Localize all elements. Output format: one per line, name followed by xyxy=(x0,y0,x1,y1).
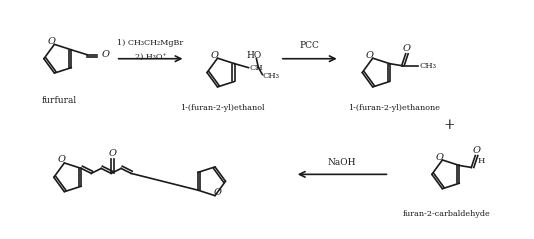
Text: O: O xyxy=(101,50,109,59)
Text: HO: HO xyxy=(247,51,262,60)
Text: furfural: furfural xyxy=(42,96,77,105)
Text: CH₃: CH₃ xyxy=(262,71,279,80)
Text: +: + xyxy=(443,118,455,132)
Text: O: O xyxy=(366,51,374,60)
Text: furan-2-carbaldehyde: furan-2-carbaldehyde xyxy=(403,210,491,218)
Text: CH: CH xyxy=(249,64,263,72)
Text: O: O xyxy=(435,152,443,162)
Text: PCC: PCC xyxy=(300,41,320,50)
Text: 2) H₃O⁺: 2) H₃O⁺ xyxy=(135,53,167,61)
Text: 1) CH₃CH₂MgBr: 1) CH₃CH₂MgBr xyxy=(117,39,184,47)
Text: O: O xyxy=(210,51,218,60)
Text: O: O xyxy=(57,156,65,164)
Text: 1-(furan-2-yl)ethanol: 1-(furan-2-yl)ethanol xyxy=(180,104,264,112)
Text: O: O xyxy=(403,44,411,53)
Text: O: O xyxy=(108,149,116,158)
Text: NaOH: NaOH xyxy=(327,158,356,167)
Text: 1-(furan-2-yl)ethanone: 1-(furan-2-yl)ethanone xyxy=(348,104,441,112)
Text: CH₃: CH₃ xyxy=(420,62,437,70)
Text: O: O xyxy=(214,188,222,197)
Text: O: O xyxy=(472,146,480,155)
Text: O: O xyxy=(48,37,56,46)
Text: H: H xyxy=(477,157,485,164)
